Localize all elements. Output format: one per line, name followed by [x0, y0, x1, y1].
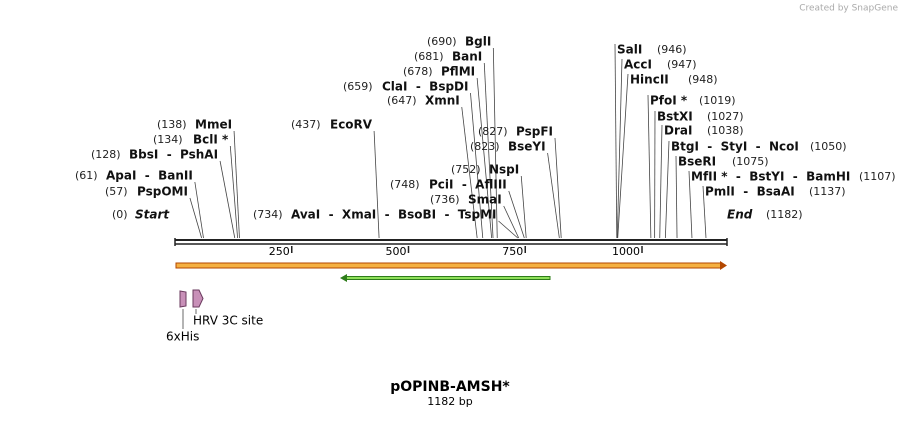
site-label: End — [727, 208, 753, 222]
site-position: (1027) — [707, 110, 744, 123]
site-position: (1137) — [809, 185, 846, 198]
site-position: (138) — [157, 118, 187, 131]
site-label: BstXI — [657, 110, 693, 124]
site-label: ClaI - BspDI — [382, 80, 468, 94]
site-position: (734) — [253, 208, 283, 221]
map-subtitle: 1182 bp — [427, 395, 472, 408]
site-label: AccI — [624, 58, 652, 72]
site-leader — [509, 191, 525, 238]
site-label: BclI * — [193, 133, 229, 147]
site-position: (647) — [387, 94, 417, 107]
scale-label: 500 — [386, 245, 407, 258]
site-label: PciI - AflIII — [429, 178, 507, 192]
scale-label: 250 — [269, 245, 290, 258]
scale-label: 750 — [502, 245, 523, 258]
site-leader — [504, 206, 519, 238]
site-leader — [521, 176, 526, 238]
feature-hrv — [193, 290, 203, 307]
site-label: BbsI - PshAI — [129, 148, 218, 162]
site-position: (1075) — [732, 155, 769, 168]
site-position: (948) — [688, 73, 718, 86]
site-label: XmnI — [425, 94, 460, 108]
site-leader — [230, 146, 237, 238]
site-label: EcoRV — [330, 118, 373, 132]
site-label: ApaI - BanII — [106, 169, 193, 183]
site-position: (437) — [291, 118, 321, 131]
site-position: (134) — [153, 133, 183, 146]
site-label: PspOMI — [137, 185, 188, 199]
site-leader — [615, 44, 617, 238]
site-label: PmlI - BsaAI — [705, 185, 795, 199]
site-position: (1019) — [699, 94, 736, 107]
site-position: (827) — [478, 125, 508, 138]
site-leader — [660, 125, 662, 238]
site-label: AvaI - XmaI - BsoBI - TspMI — [291, 208, 497, 222]
site-position: (57) — [105, 185, 128, 198]
site-label: DraI — [664, 124, 692, 138]
site-leader — [548, 153, 560, 238]
site-position: (128) — [91, 148, 121, 161]
site-label: BseRI — [678, 155, 716, 169]
site-position: (748) — [390, 178, 420, 191]
feature-6xhis — [180, 291, 186, 307]
map-title: pOPINB-AMSH* — [390, 379, 510, 395]
site-position: (823) — [470, 140, 500, 153]
site-position: (1050) — [810, 140, 847, 153]
site-label: PspFI — [516, 125, 553, 139]
site-label: BseYI — [508, 140, 546, 154]
site-position: (752) — [451, 163, 481, 176]
site-label: SalI — [617, 43, 642, 57]
feature-label: 6xHis — [166, 330, 199, 344]
site-position: (1107) — [859, 170, 896, 183]
site-leader — [234, 131, 239, 238]
feature-arrow-head — [340, 274, 347, 282]
feature-arrow — [176, 263, 722, 268]
scale-label: 1000 — [612, 245, 640, 258]
feature-arrow — [346, 277, 550, 280]
site-position: (678) — [403, 65, 433, 78]
site-leader — [374, 131, 379, 238]
site-label: HincII — [630, 73, 669, 87]
site-leader — [190, 198, 202, 238]
site-position: (946) — [657, 43, 687, 56]
site-label: BglI — [465, 35, 491, 49]
site-leader — [648, 95, 651, 238]
site-position: (736) — [430, 193, 460, 206]
site-leader — [555, 138, 561, 238]
site-position: (61) — [75, 169, 98, 182]
site-label: MmeI — [195, 118, 232, 132]
site-position: (947) — [667, 58, 697, 71]
site-position: (0) — [112, 208, 128, 221]
feature-arrow-head — [720, 261, 727, 270]
site-label: BanI — [452, 50, 482, 64]
site-label: MfII * - BstYI - BamHI — [691, 170, 850, 184]
site-leader — [665, 141, 669, 238]
site-position: (1038) — [707, 124, 744, 137]
site-label: NspI — [489, 163, 519, 177]
watermark: Created by SnapGene — [799, 4, 898, 14]
site-position: (1182) — [766, 208, 803, 221]
site-position: (690) — [427, 35, 457, 48]
feature-label: HRV 3C site — [193, 314, 263, 328]
site-position: (681) — [414, 50, 444, 63]
site-label: Start — [135, 208, 170, 222]
site-label: PflMI — [441, 65, 475, 79]
site-label: BtgI - StyI - NcoI — [671, 140, 799, 154]
site-label: PfoI * — [650, 94, 688, 108]
site-label: SmaI — [468, 193, 502, 207]
site-leader — [676, 156, 677, 238]
site-position: (659) — [343, 80, 373, 93]
